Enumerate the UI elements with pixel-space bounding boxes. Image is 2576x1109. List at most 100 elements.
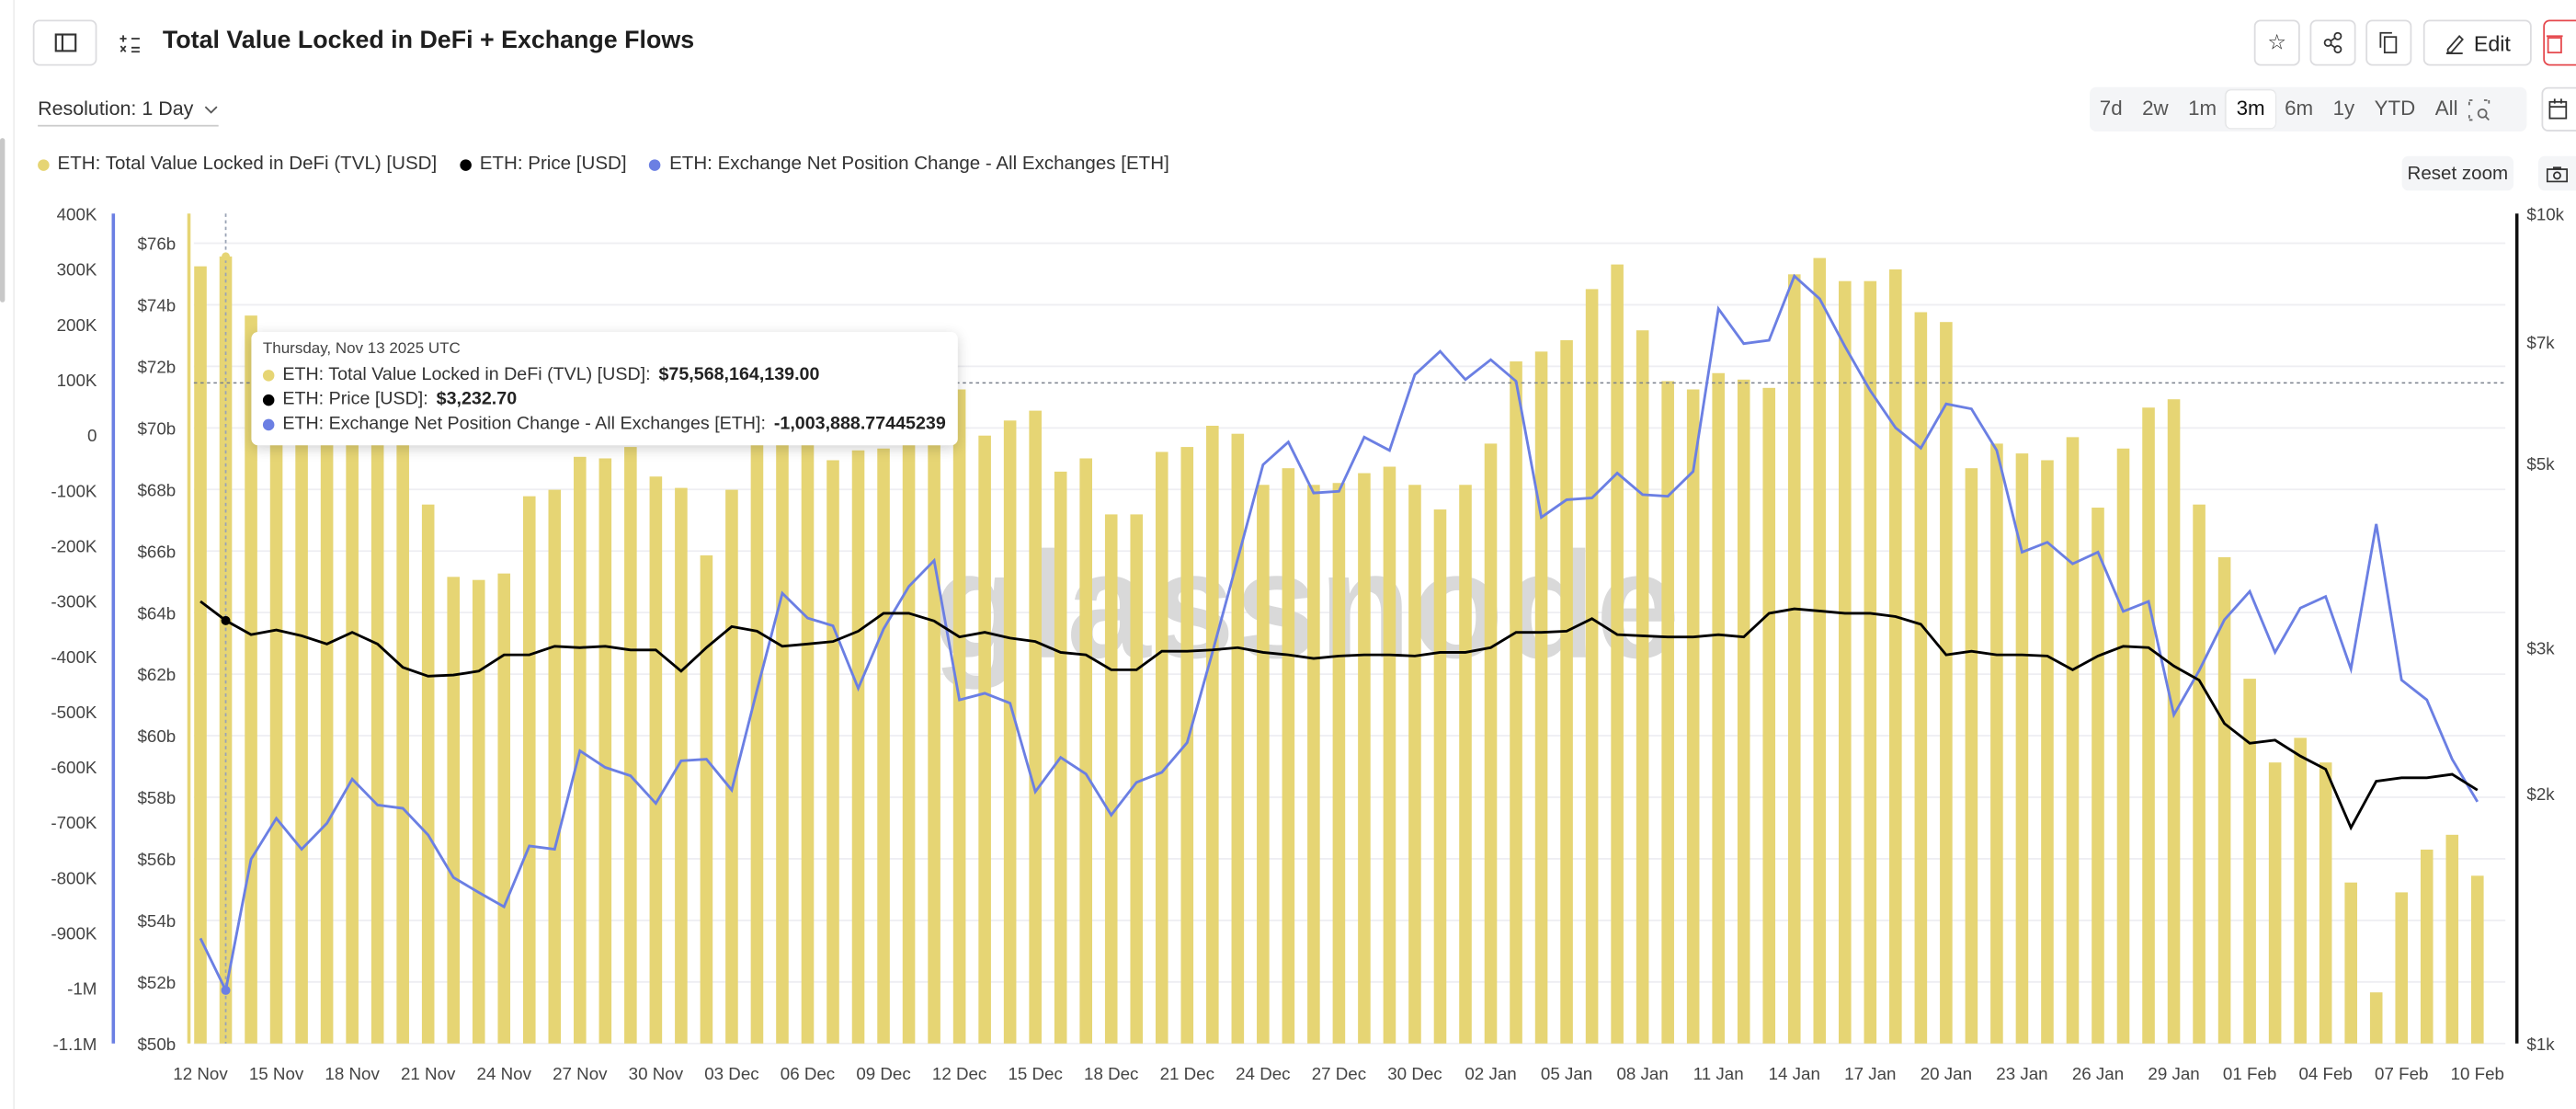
tvl-tick-label: $66b — [137, 542, 176, 561]
tvl-tick-label: $68b — [137, 480, 176, 499]
sidebar-toggle-button[interactable] — [32, 19, 97, 66]
page-title: Total Value Locked in DeFi + Exchange Fl… — [162, 26, 695, 54]
x-tick-label: 18 Nov — [325, 1064, 380, 1083]
x-tick-label: 24 Nov — [477, 1064, 532, 1083]
tvl-bar — [1282, 468, 1295, 1044]
tvl-bar — [447, 577, 461, 1044]
legend-dot — [460, 158, 472, 170]
tvl-bar — [2193, 504, 2206, 1044]
tooltip-value: $3,232.70 — [436, 389, 518, 409]
tvl-bar — [1585, 289, 1599, 1044]
tooltip-value: $75,568,164,139.00 — [658, 364, 820, 385]
resolution-dropdown[interactable]: Resolution: 1 Day — [38, 97, 219, 127]
tooltip-label: ETH: Exchange Net Position Change - All … — [282, 414, 766, 434]
range-7d[interactable]: 7d — [2099, 97, 2123, 120]
tooltip-value: -1,003,888.77445239 — [773, 414, 946, 434]
exchange-tick-label: -900K — [51, 924, 97, 943]
delete-button[interactable] — [2543, 19, 2576, 66]
tvl-bar — [1459, 485, 1472, 1044]
tvl-bar — [1864, 280, 1877, 1044]
tvl-bar — [1712, 372, 1725, 1044]
tvl-bar — [1155, 452, 1168, 1044]
exchange-tick-label: -1M — [67, 979, 97, 999]
tvl-tick-label: $74b — [137, 296, 176, 315]
favorite-button[interactable]: ☆ — [2253, 19, 2300, 66]
x-tick-label: 15 Dec — [1008, 1064, 1062, 1083]
tvl-bar — [624, 447, 637, 1044]
x-tick-label: 12 Nov — [173, 1064, 228, 1083]
x-tick-label: 08 Jan — [1616, 1064, 1668, 1083]
legend-dot — [38, 158, 50, 170]
exchange-tick-label: 100K — [57, 371, 97, 390]
range-6m[interactable]: 6m — [2285, 97, 2314, 120]
legend-label: ETH: Exchange Net Position Change - All … — [669, 154, 1169, 175]
export-image-button[interactable] — [2537, 155, 2576, 191]
duplicate-button[interactable] — [2365, 19, 2412, 66]
tvl-bar — [370, 418, 384, 1044]
tvl-tick-label: $72b — [137, 358, 176, 377]
camera-icon — [2545, 166, 2568, 182]
range-1y[interactable]: 1y — [2332, 97, 2355, 120]
tvl-bar — [1914, 312, 1928, 1044]
exchange-tick-label: -200K — [51, 536, 97, 555]
time-range-selector: 7d 2w 1m 3m 6m 1y YTD All — [2090, 86, 2527, 131]
tvl-bar — [548, 489, 562, 1044]
legend-item-price[interactable]: ETH: Price [USD] — [460, 154, 627, 174]
tvl-bar — [421, 504, 435, 1044]
share-button[interactable] — [2309, 19, 2356, 66]
legend: ETH: Total Value Locked in DeFi (TVL) [U… — [38, 154, 1169, 174]
tvl-bar — [245, 315, 257, 1044]
reset-zoom-button[interactable]: Reset zoom — [2401, 155, 2514, 191]
tvl-bar — [725, 489, 738, 1044]
calendar-button[interactable] — [2541, 86, 2576, 131]
tvl-bar — [1737, 379, 1750, 1044]
tvl-bar — [2369, 992, 2383, 1044]
tvl-bar — [2445, 834, 2459, 1044]
exchange-tick-label: 400K — [57, 204, 97, 223]
x-tick-label: 11 Jan — [1693, 1064, 1744, 1083]
tvl-bar — [1180, 447, 1194, 1044]
tvl-bar — [598, 458, 612, 1044]
legend-dot — [649, 158, 662, 170]
tvl-bar — [1029, 410, 1042, 1044]
legend-label: ETH: Total Value Locked in DeFi (TVL) [U… — [57, 154, 438, 175]
range-all[interactable]: All — [2434, 97, 2458, 120]
legend-item-tvl[interactable]: ETH: Total Value Locked in DeFi (TVL) [U… — [38, 154, 437, 174]
edit-button[interactable]: Edit — [2422, 19, 2532, 66]
x-tick-label: 14 Jan — [1769, 1064, 1820, 1083]
tvl-bar — [2015, 453, 2029, 1044]
tvl-bar — [1257, 485, 1270, 1044]
tvl-bar — [1611, 264, 1624, 1044]
tvl-hover-point — [222, 252, 231, 261]
tvl-bar — [2243, 679, 2256, 1044]
tvl-bar — [2116, 448, 2130, 1044]
x-tick-label: 18 Dec — [1084, 1064, 1138, 1083]
tvl-tick-label: $58b — [137, 788, 176, 807]
exchange-tick-label: -500K — [51, 703, 97, 722]
price-tick-label: $3k — [2526, 638, 2555, 657]
tvl-bar — [801, 437, 815, 1044]
range-ytd[interactable]: YTD — [2374, 97, 2416, 120]
formula-icon — [120, 35, 140, 53]
price-tick-label: $5k — [2526, 454, 2555, 474]
price-point — [221, 615, 231, 625]
range-3m[interactable]: 3m — [2226, 90, 2275, 129]
tvl-bar — [320, 423, 334, 1044]
legend-item-exchange[interactable]: ETH: Exchange Net Position Change - All … — [649, 154, 1169, 175]
star-icon: ☆ — [2267, 29, 2287, 54]
tvl-tick-label: $54b — [137, 911, 176, 931]
range-2w[interactable]: 2w — [2142, 97, 2169, 120]
resolution-label: Resolution: 1 Day — [38, 97, 194, 120]
x-tick-label: 21 Dec — [1160, 1064, 1214, 1083]
sidebar-toggle-icon — [53, 33, 76, 52]
tvl-bar — [1510, 361, 1522, 1044]
x-tick-label: 04 Feb — [2298, 1064, 2352, 1083]
left-scrollbar[interactable] — [0, 138, 6, 303]
tvl-bar — [1762, 387, 1776, 1044]
exchange-tick-label: 200K — [57, 315, 97, 335]
tvl-bar — [1003, 420, 1017, 1044]
zoom-search-icon[interactable] — [2468, 97, 2491, 120]
x-tick-label: 23 Jan — [1996, 1064, 2047, 1083]
range-1m[interactable]: 1m — [2188, 97, 2217, 120]
